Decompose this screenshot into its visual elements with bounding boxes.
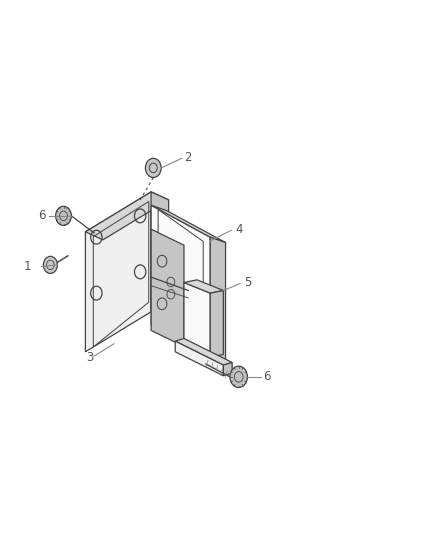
Text: 1: 1 [24,260,32,273]
Text: 2: 2 [184,151,192,164]
Polygon shape [85,192,169,240]
Polygon shape [223,362,232,376]
Polygon shape [184,282,210,357]
Text: 5: 5 [244,276,251,289]
Circle shape [145,158,161,177]
Polygon shape [175,338,232,365]
Polygon shape [85,192,151,352]
Text: 6: 6 [38,209,46,222]
Circle shape [43,256,57,273]
Polygon shape [184,280,223,293]
Circle shape [230,366,247,387]
Text: 4: 4 [235,223,243,236]
Text: 3: 3 [86,351,93,364]
Polygon shape [151,192,169,320]
Polygon shape [151,229,184,346]
Circle shape [56,206,71,225]
Polygon shape [151,205,210,357]
Polygon shape [175,341,223,376]
Polygon shape [151,205,226,243]
Text: 6: 6 [263,370,271,383]
Polygon shape [210,290,223,357]
Polygon shape [210,237,226,362]
